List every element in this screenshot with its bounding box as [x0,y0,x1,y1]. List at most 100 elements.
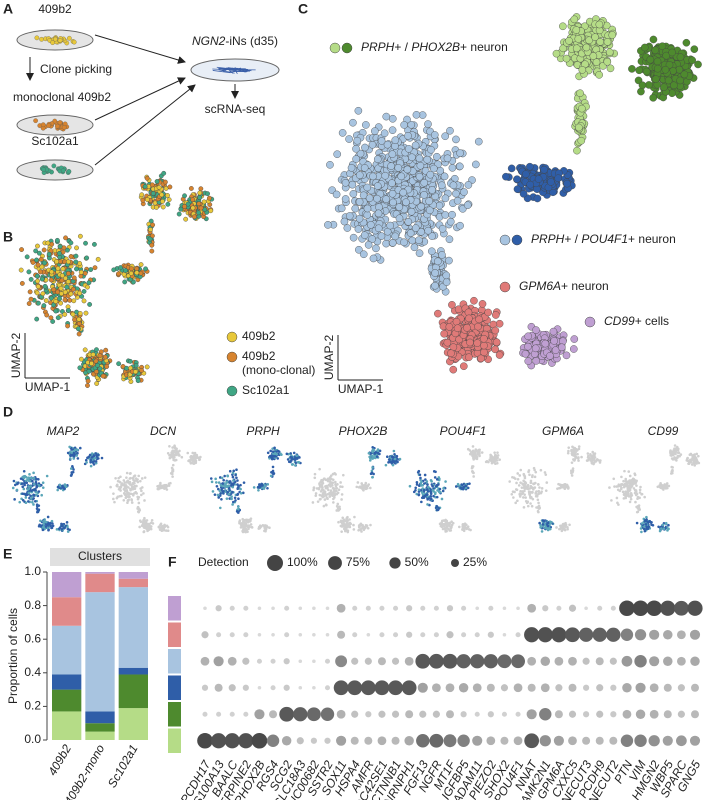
arrow [95,35,185,62]
cell-point [321,496,324,499]
cell-point [563,55,570,62]
cell [62,125,66,129]
cell-point [219,492,222,495]
cell-point [239,484,242,487]
cell-point [60,523,63,526]
cell-point [444,480,447,483]
cell-point [29,494,32,497]
cell-point [42,481,45,484]
cell-point [123,280,127,284]
cell-point [336,483,339,486]
cell-point [430,480,433,483]
cell-point [50,527,53,530]
cell-point [168,454,171,457]
cell-point [650,94,657,101]
cell-point [171,467,174,470]
cell-point [544,471,547,474]
cluster-label-part: + neuron [460,40,508,54]
cell-point [70,467,73,470]
cell-point [71,312,75,316]
cell-point [49,270,53,274]
cell-point [66,308,70,312]
cell-point [395,164,402,171]
cell-point [527,485,530,488]
cell-point [269,450,272,453]
cell-point [150,249,154,253]
cell-point [237,505,240,508]
cell-point [25,481,28,484]
cell-point [464,523,467,526]
cell-point [650,36,657,43]
cell-point [23,477,26,480]
cell-point [145,176,149,180]
cell-point [96,257,100,261]
cell-point [84,256,88,260]
cell-point [25,496,28,499]
cell-point [399,458,402,461]
cell-point [36,505,39,508]
cell-point [199,187,203,191]
cell-point [20,477,23,480]
cell-point [29,297,33,301]
cell-point [227,484,230,487]
cell-point [481,451,484,454]
cell-point [191,452,194,455]
gene-label: PHOX2B [339,424,388,438]
cell-point [120,483,123,486]
cell-point [221,487,224,490]
cell-point [30,477,33,480]
cell-point [129,472,132,475]
cell-point [168,185,172,189]
cell-point [34,317,38,321]
cell-point [76,452,79,455]
cell-point [563,180,570,187]
cell-point [526,163,533,170]
cell-point [346,212,353,219]
cell-point [488,459,491,462]
cell-point [476,450,479,453]
cell-point [396,215,403,222]
panel-label: B [3,229,13,245]
cell-point [18,501,21,504]
cell-point [29,277,33,281]
cell-point [74,254,78,258]
cell-point [138,502,141,505]
cell-point [409,485,412,488]
cell-point [496,462,499,465]
cell-point [571,16,578,23]
cell-point [426,503,429,506]
cell-point [133,480,136,483]
cell-point [460,483,463,486]
cell-point [182,194,186,198]
cell-point [575,35,582,42]
cell-point [94,457,97,460]
cell-point [138,496,141,499]
cell-point [545,481,548,484]
cell-point [472,471,475,474]
cell-point [316,487,319,490]
cell-point [320,483,323,486]
cluster-label-part: PRPH [531,232,565,246]
cell-point [375,210,382,217]
cell-point [436,478,439,481]
cell-point [465,181,472,188]
cell-point [438,251,445,258]
cell-point [535,495,538,498]
cell-point [417,471,420,474]
cell-point [143,499,146,502]
cluster-label-part: GPM6A [519,279,561,293]
cell-point [74,260,78,264]
cell-point [416,173,423,180]
cell-point [414,487,417,490]
cell-point [490,455,493,458]
cell-point [534,476,537,479]
cell-point [528,469,531,472]
legend-label: 409b2 [242,329,276,343]
cell-point [94,347,98,351]
cell-point [39,519,42,522]
cell-point [71,465,74,468]
cell-point [365,241,372,248]
cell-point [342,179,349,186]
cell-point [524,496,527,499]
